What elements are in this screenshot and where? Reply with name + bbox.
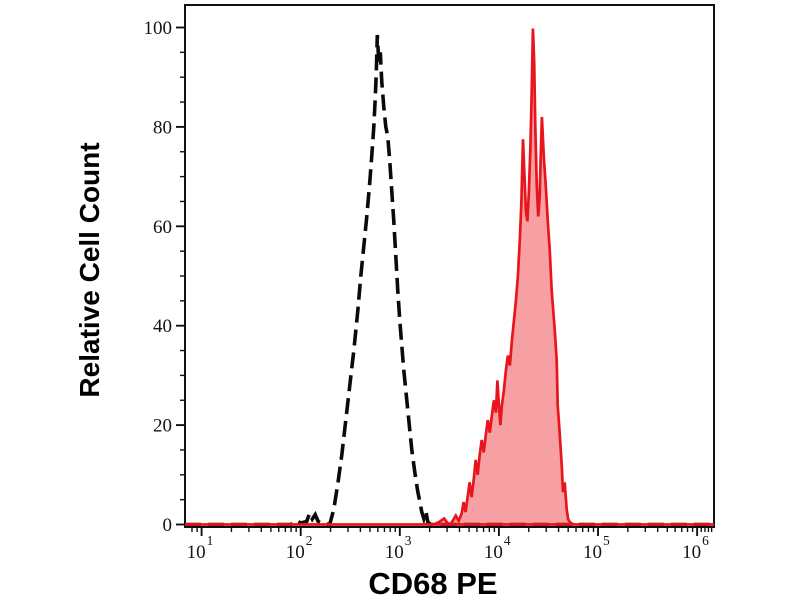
y-tick-label: 40 bbox=[153, 316, 172, 337]
y-axis-tick-labels: 0 20 40 60 80 100 bbox=[144, 18, 173, 536]
x-tick-label-exponent: 3 bbox=[405, 533, 412, 548]
y-tick-label: 100 bbox=[144, 18, 173, 39]
y-axis-minor-ticks bbox=[180, 51, 184, 501]
x-tick-label-base: 10 bbox=[484, 542, 503, 563]
y-axis-title: Relative Cell Count bbox=[74, 142, 105, 397]
x-tick-label-base: 10 bbox=[286, 542, 305, 563]
x-tick-label-exponent: 1 bbox=[207, 533, 214, 548]
x-tick-label-base: 10 bbox=[583, 542, 602, 563]
x-axis-major-ticks bbox=[200, 527, 699, 536]
x-tick-label-base: 10 bbox=[682, 542, 701, 563]
x-tick-label-exponent: 6 bbox=[702, 533, 709, 548]
y-tick-label: 60 bbox=[153, 217, 172, 238]
cd68-pe-curve bbox=[185, 28, 714, 527]
isotype-control-curve bbox=[185, 34, 714, 527]
x-tick-label-base: 10 bbox=[187, 542, 206, 563]
plot-frame bbox=[184, 4, 715, 528]
x-axis-title: CD68 PE bbox=[368, 566, 497, 600]
y-tick-label: 20 bbox=[153, 416, 172, 437]
x-tick-label-exponent: 5 bbox=[603, 533, 610, 548]
x-axis-minor-ticks bbox=[191, 527, 713, 532]
x-tick-label-exponent: 4 bbox=[504, 533, 511, 548]
x-tick-label-base: 10 bbox=[385, 542, 404, 563]
x-tick-label-exponent: 2 bbox=[306, 533, 313, 548]
y-tick-label: 0 bbox=[163, 515, 173, 536]
y-tick-label: 80 bbox=[153, 117, 172, 138]
y-axis-major-ticks bbox=[176, 26, 184, 526]
